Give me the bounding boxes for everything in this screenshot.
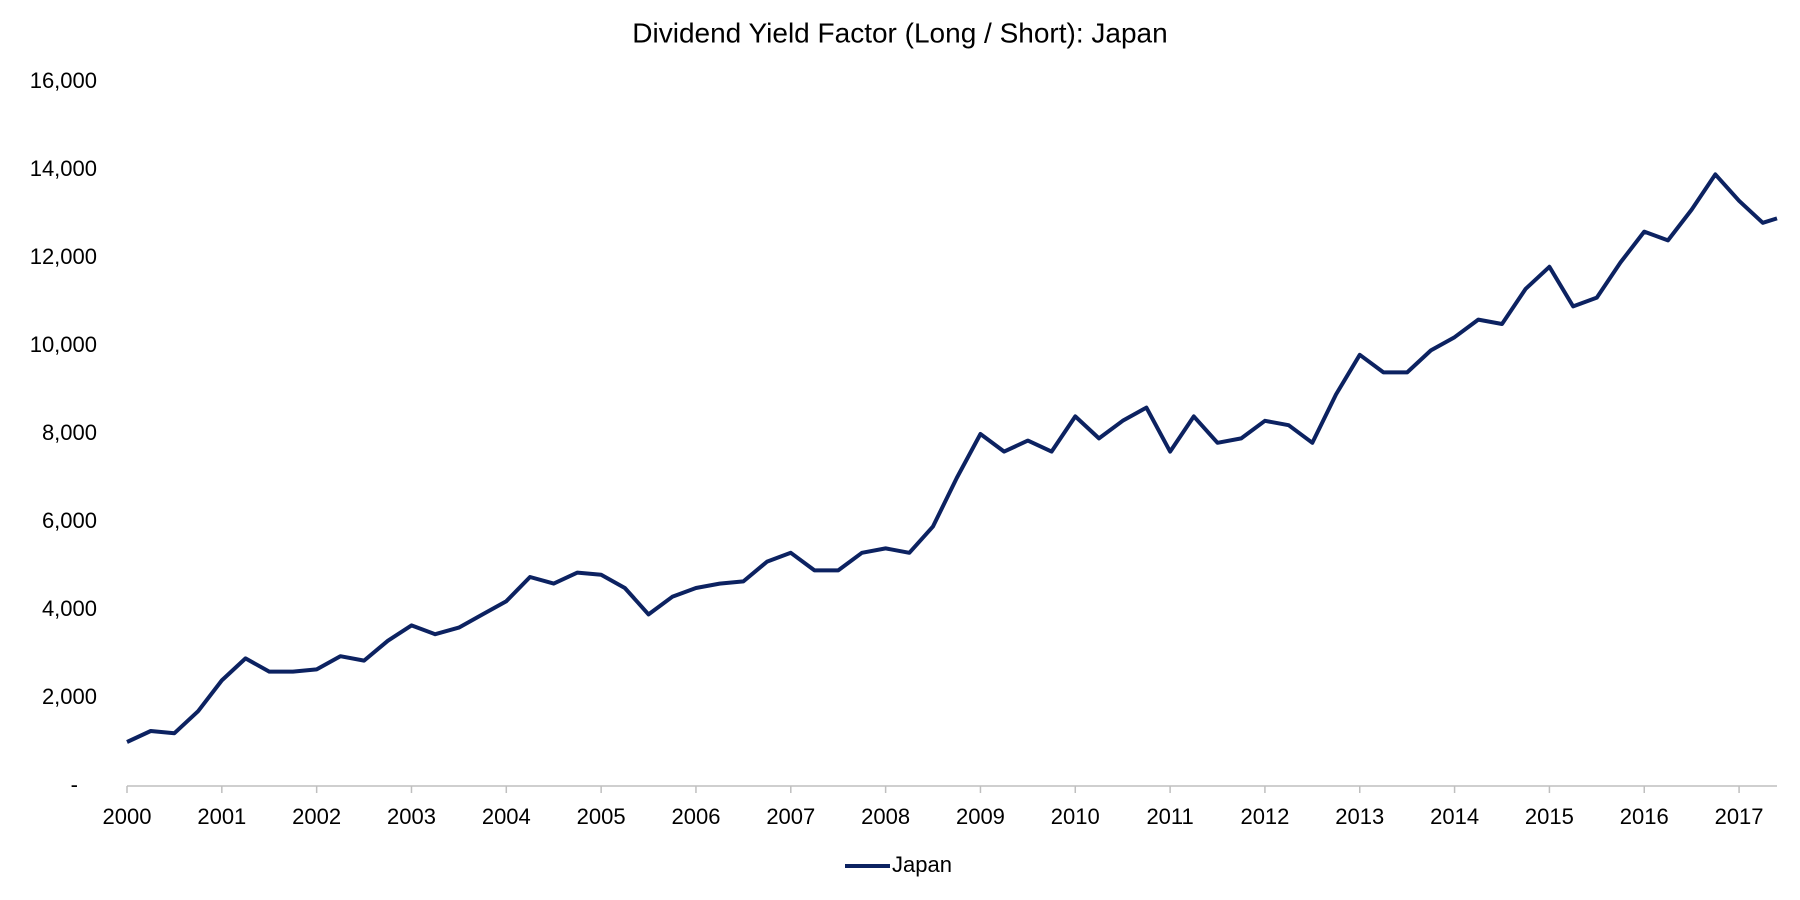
y-tick-label: 14,000 [30,156,97,181]
x-tick-label: 2002 [292,804,341,829]
x-tick-label: 2003 [387,804,436,829]
x-tick-label: 2015 [1525,804,1574,829]
x-tick-label: 2009 [956,804,1005,829]
y-tick-label: 16,000 [30,68,97,93]
x-tick-label: 2011 [1146,804,1193,829]
x-tick-label: 2010 [1051,804,1100,829]
x-tick-label: 2013 [1335,804,1384,829]
line-series [126,172,1778,744]
y-tick-label: 6,000 [42,508,97,533]
x-tick-label: 2004 [482,804,531,829]
y-tick-label: 4,000 [42,596,97,621]
chart-title: Dividend Yield Factor (Long / Short): Ja… [632,17,1167,48]
x-tick-label: 2006 [671,804,720,829]
x-tick-label: 2007 [766,804,815,829]
x-tick-label: 2005 [577,804,626,829]
x-tick-label: 2016 [1620,804,1669,829]
x-tick-label: 2014 [1430,804,1479,829]
x-tick-label: 2008 [861,804,910,829]
y-tick-label: 2,000 [42,684,97,709]
y-tick-label: 12,000 [30,244,97,269]
y-tick-label: 8,000 [42,420,97,445]
x-tick-label: 2001 [197,804,246,829]
legend-label: Japan [892,852,952,877]
x-tick-label: 2000 [103,804,152,829]
x-tick-label: 2017 [1715,804,1764,829]
y-tick-label: - [71,772,78,797]
y-tick-label: 10,000 [30,332,97,357]
x-tick-label: 2012 [1240,804,1289,829]
